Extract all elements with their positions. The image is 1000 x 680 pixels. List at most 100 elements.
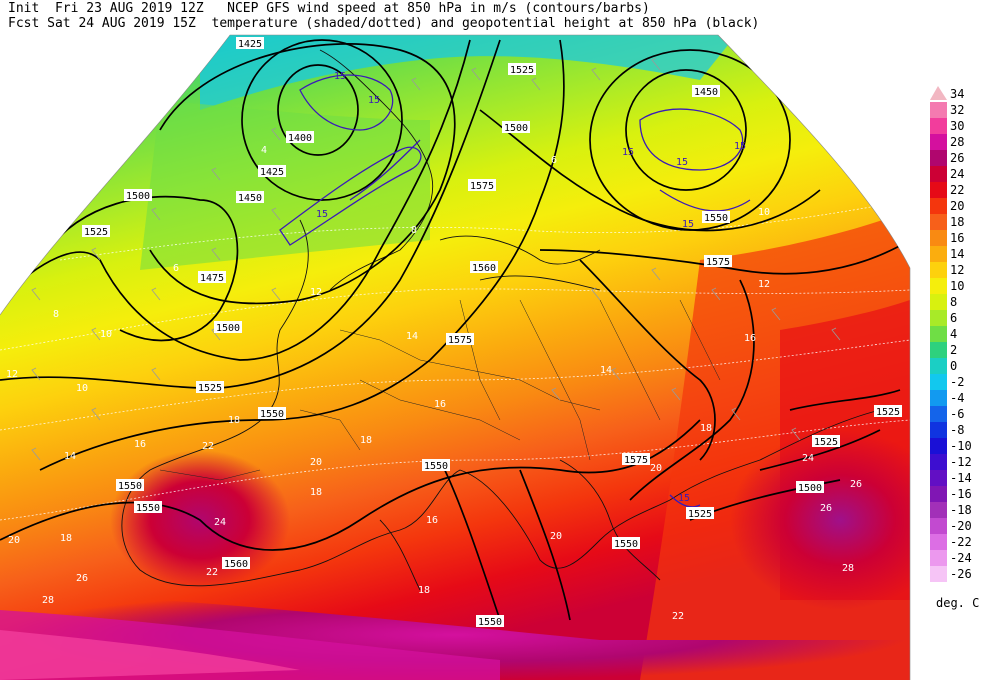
colorbar-label: 22 [950,183,965,197]
colorbar-label: 24 [950,167,965,181]
svg-text:18: 18 [360,435,372,446]
colorbar-label: 32 [950,103,965,117]
svg-text:26: 26 [820,503,832,514]
colorbar-level: 22 [930,182,982,198]
isotherm-label: 18 [228,415,240,426]
svg-text:20: 20 [310,457,322,468]
height-contour-label: 1525 [196,381,224,394]
svg-text:14: 14 [600,365,612,376]
svg-text:15: 15 [676,157,688,168]
isotherm-label: 10 [758,207,770,218]
svg-text:1550: 1550 [118,481,142,492]
colorbar-level: 34 [930,86,982,102]
height-contour-label: 1550 [702,211,730,224]
height-contour-label: 1500 [124,189,152,202]
height-contour-label: 1560 [470,261,498,274]
height-contour-label: 1500 [502,121,530,134]
svg-text:18: 18 [60,533,72,544]
isotherm-label: 12 [6,369,18,380]
colorbar-swatch [930,358,947,374]
colorbar-label: 28 [950,135,965,149]
svg-text:15: 15 [678,493,690,504]
colorbar-swatch [930,102,947,118]
svg-text:12: 12 [310,287,322,298]
colorbar-level: 18 [930,214,982,230]
svg-text:1525: 1525 [84,227,108,238]
svg-text:1550: 1550 [136,503,160,514]
colorbar-label: 14 [950,247,965,261]
colorbar-swatch [930,278,947,294]
svg-text:1525: 1525 [814,437,838,448]
colorbar-swatch [930,198,947,214]
isotherm-label: 16 [434,399,446,410]
svg-text:1500: 1500 [216,323,240,334]
wind-contour-label: 15 [734,141,746,152]
height-contour-label: 1550 [612,537,640,550]
height-contour-label: 1550 [476,615,504,628]
colorbar-swatch [930,182,947,198]
svg-text:15: 15 [334,71,346,82]
colorbar-swatch [930,374,947,390]
isotherm-label: 22 [202,441,214,452]
isotherm-label: 20 [310,457,322,468]
isotherm-label: 20 [550,531,562,542]
isotherm-label: 16 [744,333,756,344]
height-contour-label: 1525 [686,507,714,520]
temperature-label-layer: 12 10 14 16 18 22 24 26 28 20 18 22 20 18 16 14 12 10 6 8 4 6… [6,145,862,622]
svg-text:18: 18 [310,487,322,498]
colorbar-swatch [930,134,947,150]
wind-contour-label: 15 [676,157,688,168]
height-contour-label: 1550 [116,479,144,492]
height-contour-label: 1400 [286,131,314,144]
colorbar-swatch [930,438,947,454]
colorbar-level: 4 [930,326,982,342]
colorbar-swatch [930,470,947,486]
colorbar-label: -26 [950,567,972,581]
wind-contour-label: 15 [678,493,690,504]
isotherm-label: 14 [406,331,418,342]
colorbar-level: -14 [930,470,982,486]
colorbar-label: 6 [950,311,958,325]
colorbar-label: 20 [950,199,965,213]
colorbar-label: -24 [950,551,972,565]
colorbar-level: -24 [930,550,982,566]
isotherm-label: 14 [64,451,76,462]
colorbar-label: 30 [950,119,965,133]
svg-text:1450: 1450 [238,193,262,204]
isotherm-label: 6 [173,263,179,274]
isotherm-label: 26 [850,479,862,490]
height-contour-label: 1500 [214,321,242,334]
height-contour-label: 1425 [236,37,264,50]
svg-text:15: 15 [734,141,746,152]
colorbar-level: -4 [930,390,982,406]
colorbar-swatch [930,118,947,134]
svg-text:14: 14 [406,331,418,342]
svg-text:16: 16 [434,399,446,410]
height-contour-label: 1525 [82,225,110,238]
svg-text:8: 8 [411,225,417,236]
colorbar-label: 16 [950,231,965,245]
wind-contour-label: 15 [622,147,634,158]
svg-text:10: 10 [76,383,88,394]
svg-text:1500: 1500 [504,123,528,134]
colorbar-swatch [930,342,947,358]
colorbar-label: -16 [950,487,972,501]
svg-text:22: 22 [202,441,214,452]
svg-text:1525: 1525 [688,509,712,520]
svg-text:1575: 1575 [470,181,494,192]
colorbar-level: 28 [930,134,982,150]
colorbar-swatch [930,566,947,582]
height-contour-label: 1575 [622,453,650,466]
colorbar-level: 14 [930,246,982,262]
svg-text:20: 20 [550,531,562,542]
height-contour-label: 1575 [704,255,732,268]
svg-text:20: 20 [8,535,20,546]
colorbar-label: -20 [950,519,972,533]
colorbar-level: -6 [930,406,982,422]
colorbar-label: 8 [950,295,958,309]
svg-text:28: 28 [842,563,854,574]
colorbar-label: -12 [950,455,972,469]
colorbar-label: -4 [950,391,965,405]
isotherm-label: 16 [426,515,438,526]
